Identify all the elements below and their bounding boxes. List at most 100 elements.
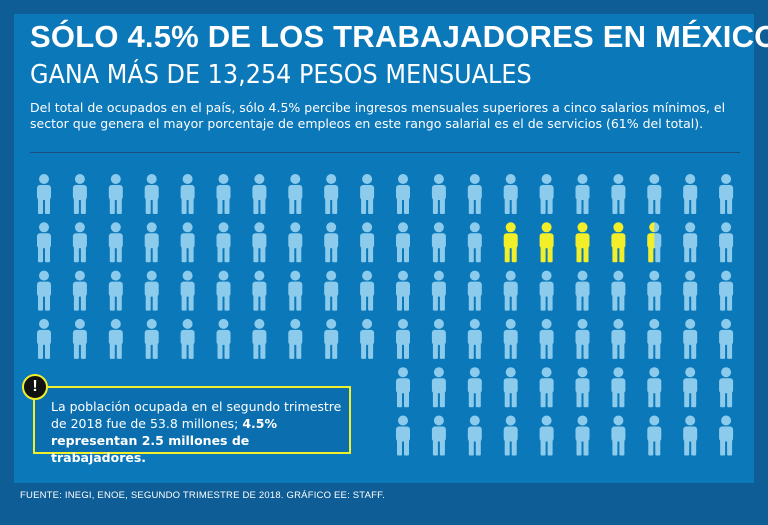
person-icon <box>647 318 662 359</box>
person-icon <box>467 270 482 311</box>
person-icon <box>108 270 123 311</box>
person-icon <box>719 415 734 456</box>
person-icon <box>431 415 446 456</box>
person-icon <box>647 174 662 214</box>
person-icon <box>575 174 590 214</box>
person-icon <box>324 318 339 359</box>
person-icon <box>216 222 231 263</box>
person-icon <box>431 174 446 214</box>
person-icon <box>575 270 590 311</box>
person-icon <box>467 415 482 456</box>
person-icon <box>575 318 590 359</box>
person-icon <box>144 270 159 311</box>
person-icon <box>611 270 626 311</box>
person-icon <box>647 270 662 311</box>
alert-icon: ! <box>22 374 48 400</box>
person-icon <box>288 174 303 214</box>
person-icon <box>180 270 195 311</box>
person-icon <box>252 270 267 311</box>
person-icon <box>467 222 482 263</box>
person-icon <box>719 270 734 311</box>
person-icon <box>611 367 626 408</box>
person-icon <box>288 318 303 359</box>
person-icon <box>396 318 410 359</box>
person-icon <box>431 270 446 311</box>
person-icon <box>37 222 51 263</box>
person-icon <box>72 174 87 214</box>
person-icon <box>683 222 698 263</box>
person-icon <box>539 174 554 214</box>
person-icon <box>144 318 159 359</box>
person-icon <box>431 367 446 408</box>
person-icon <box>683 174 698 214</box>
person-icon <box>360 270 375 311</box>
person-icon <box>503 270 518 311</box>
person-icon <box>396 367 410 408</box>
person-icon <box>719 174 734 214</box>
person-icon <box>216 270 231 311</box>
person-icon <box>683 270 698 311</box>
person-icon <box>539 270 554 311</box>
person-icon <box>108 318 123 359</box>
person-icon <box>72 270 87 311</box>
person-icon <box>467 174 482 214</box>
person-icon <box>719 318 734 359</box>
person-icon <box>252 222 267 263</box>
person-icon <box>360 222 375 263</box>
person-icon-partial <box>647 222 655 263</box>
person-icon <box>37 174 51 214</box>
person-icon <box>539 367 554 408</box>
person-icon <box>288 222 303 263</box>
person-icon <box>324 174 339 214</box>
person-icon <box>180 318 195 359</box>
person-icon <box>216 174 231 214</box>
subheadline: GANA MÁS DE 13,254 PESOS MENSUALES <box>30 60 532 90</box>
person-icon <box>539 318 554 359</box>
person-icon <box>324 222 339 263</box>
person-icon-highlighted <box>539 222 554 263</box>
person-icon <box>108 222 123 263</box>
person-icon <box>431 222 446 263</box>
person-icon <box>396 415 410 456</box>
person-icon <box>683 367 698 408</box>
person-icon <box>719 222 734 263</box>
callout-box: La población ocupada en el segundo trime… <box>33 386 351 465</box>
person-icon <box>719 367 734 408</box>
person-icon-highlighted <box>575 222 590 263</box>
person-icon <box>503 318 518 359</box>
divider <box>30 152 740 153</box>
person-icon <box>647 415 662 456</box>
person-icon <box>396 270 410 311</box>
person-icon <box>108 174 123 214</box>
person-icon <box>611 318 626 359</box>
person-icon <box>144 222 159 263</box>
person-icon <box>288 270 303 311</box>
person-icon <box>324 270 339 311</box>
person-icon <box>252 318 267 359</box>
person-icon-highlighted <box>503 222 518 263</box>
intro-paragraph: Del total de ocupados en el país, sólo 4… <box>30 100 726 131</box>
person-icon <box>467 367 482 408</box>
person-icon <box>360 318 375 359</box>
person-icon <box>575 415 590 456</box>
person-icon <box>611 415 626 456</box>
person-icon <box>503 174 518 214</box>
person-icon <box>72 222 87 263</box>
person-icon <box>72 318 87 359</box>
person-icon <box>396 174 410 214</box>
headline: SÓLO 4.5% DE LOS TRABAJADORES EN MÉXICO <box>30 19 768 54</box>
person-icon <box>360 174 375 214</box>
callout-text-plain: La población ocupada en el segundo trime… <box>51 399 342 431</box>
person-icon <box>467 318 482 359</box>
person-icon <box>683 415 698 456</box>
person-icon <box>180 222 195 263</box>
person-icon <box>683 318 698 359</box>
person-icon <box>503 415 518 456</box>
person-icon <box>180 174 195 214</box>
person-icon <box>575 367 590 408</box>
person-icon <box>252 174 267 214</box>
person-icon-highlighted <box>611 222 626 263</box>
person-icon <box>647 367 662 408</box>
person-icon <box>539 415 554 456</box>
